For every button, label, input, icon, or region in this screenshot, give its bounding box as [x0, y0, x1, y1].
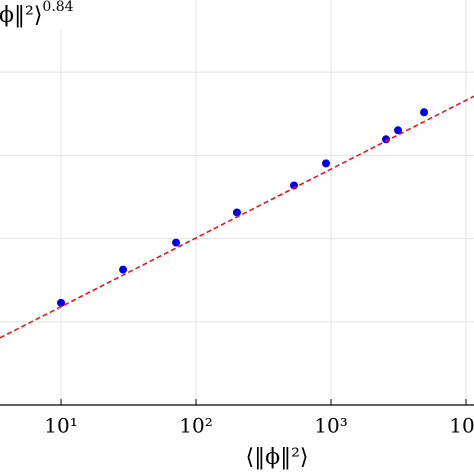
- y-label-base: ‖ϕ‖²⟩: [0, 3, 42, 28]
- data-point: [119, 265, 128, 274]
- y-label-exponent: 0.84: [42, 0, 73, 15]
- x-tick-label: 10¹: [44, 414, 77, 438]
- label-backdrop: [0, 0, 98, 30]
- data-point: [57, 298, 66, 307]
- plot-area: 10¹ 10² 10³ 10⁴: [0, 0, 474, 438]
- data-point: [394, 126, 403, 135]
- x-axis-label: ⟨‖ϕ‖²⟩: [246, 445, 309, 470]
- data-point: [232, 208, 241, 217]
- y-axis-label: ‖ϕ‖²⟩0.84: [0, 0, 74, 28]
- data-point: [382, 135, 391, 144]
- x-tick-label: 10³: [314, 414, 347, 438]
- x-tick-label: 10²: [179, 414, 212, 438]
- data-point: [172, 238, 181, 247]
- fit-line: [0, 95, 474, 339]
- data-point: [322, 159, 331, 168]
- data-point: [420, 108, 429, 117]
- x-tick-label: 10⁴: [449, 414, 474, 438]
